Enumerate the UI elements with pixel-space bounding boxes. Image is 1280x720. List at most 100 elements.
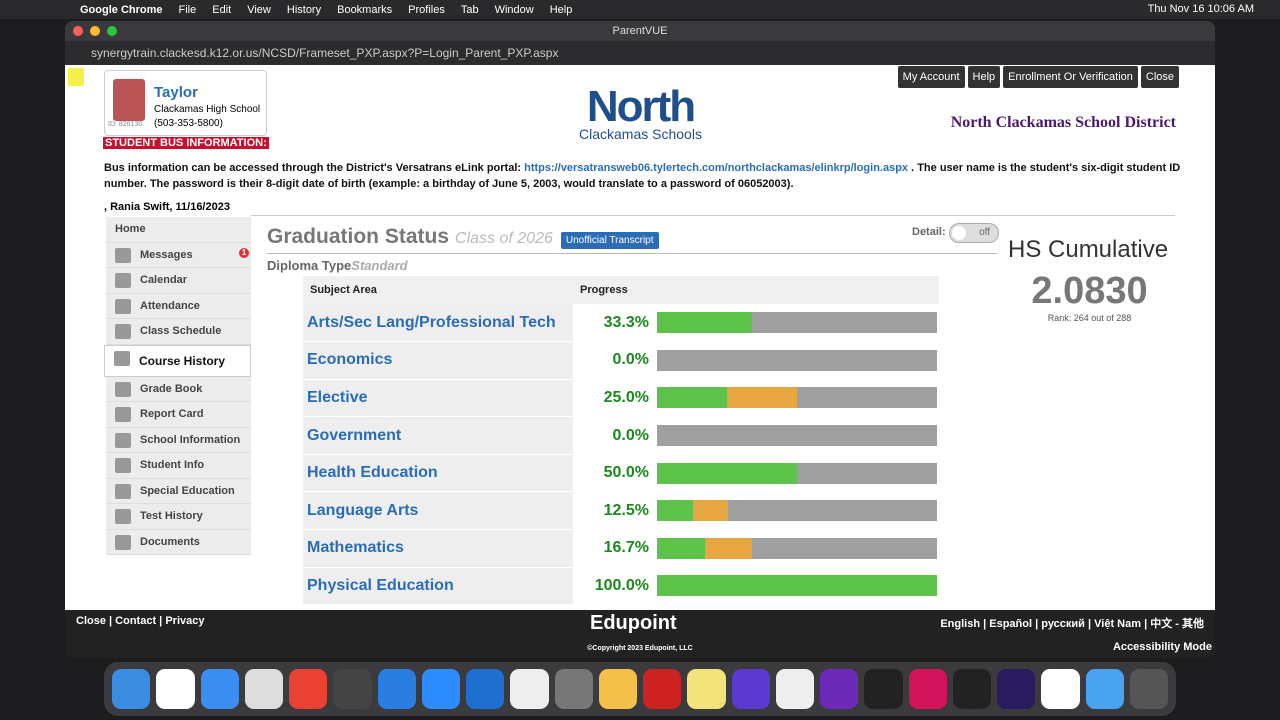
dock-app-icon[interactable] [864, 669, 903, 709]
dock-app-icon[interactable] [554, 669, 593, 709]
menu-window[interactable]: Window [494, 3, 534, 16]
lang-russian[interactable]: русский [1041, 618, 1085, 630]
student-photo [113, 79, 145, 121]
address-bar[interactable]: synergytrain.clackesd.k12.or.us/NCSD/Fra… [65, 41, 1215, 65]
dock-app-icon[interactable] [244, 669, 283, 709]
footer-links: Close | Contact | Privacy [76, 615, 205, 627]
dock-app-icon[interactable] [997, 669, 1036, 709]
menu-file[interactable]: File [178, 3, 197, 16]
dock-app-icon[interactable] [421, 669, 460, 709]
bus-heading: STUDENT BUS INFORMATION: [103, 137, 269, 149]
lang-vietnamese[interactable]: Việt Nam [1094, 618, 1142, 630]
sidebar-item-attendance[interactable]: Attendance [106, 293, 251, 319]
footer-close-link[interactable]: Close [76, 615, 106, 627]
menu-edit[interactable]: Edit [212, 3, 232, 16]
subject-link[interactable]: Government [303, 416, 573, 455]
menu-bookmarks[interactable]: Bookmarks [337, 3, 393, 16]
subject-link[interactable]: Economics [303, 341, 573, 380]
edupoint-logo: Edupoint [590, 612, 677, 634]
close-window-button[interactable] [73, 26, 83, 36]
dock-app-icon[interactable] [775, 669, 814, 709]
dock-app-icon[interactable] [820, 669, 859, 709]
dock-app-icon[interactable] [731, 669, 770, 709]
detail-toggle[interactable]: off [949, 223, 999, 243]
lang-chinese-other[interactable]: 中文 - 其他 [1150, 618, 1204, 630]
copyright: ©Copyright 2023 Edupoint, LLC [587, 645, 693, 652]
progress-table: Subject Area Progress Arts/Sec Lang/Profe… [303, 276, 939, 606]
my-account-button[interactable]: My Account [897, 66, 965, 88]
sidebar-item-class-schedule[interactable]: Class Schedule [106, 319, 251, 345]
menu-tab[interactable]: Tab [460, 3, 479, 16]
lang-espanol[interactable]: Español [989, 618, 1033, 630]
minimize-button[interactable] [90, 26, 100, 36]
macos-menubar: Google Chrome File Edit View History Boo… [0, 0, 1280, 19]
dock-app-icon[interactable] [1085, 669, 1124, 709]
menu-app[interactable]: Google Chrome [80, 3, 163, 16]
dock-app-icon[interactable] [333, 669, 372, 709]
dock-app-icon[interactable] [289, 669, 328, 709]
student-card[interactable]: Taylor Clackamas High School (503-353-58… [104, 70, 267, 136]
progress-percent: 33.3% [573, 304, 657, 343]
footer-privacy-link[interactable]: Privacy [165, 615, 205, 627]
sidebar-item-messages[interactable]: Messages 1 [106, 242, 251, 268]
dock-app-icon[interactable] [908, 669, 947, 709]
dock-app-icon[interactable] [156, 669, 195, 709]
versatrans-link[interactable]: https://versatransweb06.tylertech.com/no… [524, 162, 909, 174]
progress-bar [657, 575, 937, 597]
sidebar-item-calendar[interactable]: Calendar [106, 268, 251, 294]
zoom-button[interactable] [107, 26, 117, 36]
subject-link[interactable]: Elective [303, 379, 573, 418]
sidebar-item-student-info[interactable]: Student Info [106, 453, 251, 479]
dock-app-icon[interactable] [643, 669, 682, 709]
greeting: , Rania Swift, 11/16/2023 [104, 201, 230, 213]
menu-view[interactable]: View [247, 3, 271, 16]
sidebar-item-special-education[interactable]: Special Education [106, 478, 251, 504]
parentvue-page: Taylor Clackamas High School (503-353-58… [65, 65, 1215, 610]
subject-link[interactable]: Mathematics [303, 529, 573, 568]
dock-app-icon[interactable] [466, 669, 505, 709]
sidebar-item-grade-book[interactable]: Grade Book [106, 376, 251, 402]
dock-app-icon[interactable] [112, 669, 151, 709]
dock-app-icon[interactable] [1129, 669, 1168, 709]
messages-badge: 1 [239, 247, 249, 258]
progress-percent: 100.0% [573, 567, 657, 606]
subject-link[interactable]: Language Arts [303, 491, 573, 531]
language-links: English | Español | русский | Việt Nam |… [940, 618, 1204, 630]
dock-app-icon[interactable] [952, 669, 991, 709]
diploma-type: Diploma TypeStandard [267, 258, 408, 273]
menu-help[interactable]: Help [549, 3, 573, 16]
sidebar-item-home[interactable]: Home [106, 217, 251, 243]
menu-profiles[interactable]: Profiles [408, 3, 445, 16]
unofficial-transcript-button[interactable]: Unofficial Transcript [560, 232, 659, 249]
sidebar-item-course-history[interactable]: Course History [104, 344, 251, 377]
dock-app-icon[interactable] [1041, 669, 1080, 709]
help-button[interactable]: Help [967, 66, 1001, 88]
subject-link[interactable]: Health Education [303, 454, 573, 493]
sidebar-item-school-information[interactable]: School Information [106, 427, 251, 453]
dock-app-icon[interactable] [377, 669, 416, 709]
footer-contact-link[interactable]: Contact [115, 615, 157, 627]
subject-link[interactable]: Physical Education [303, 567, 573, 606]
sidebar-item-documents[interactable]: Documents [106, 529, 251, 555]
enrollment-button[interactable]: Enrollment Or Verification [1003, 66, 1138, 88]
clock[interactable]: Thu Nov 16 10:06 AM [1147, 3, 1254, 15]
table-row: Physical Education 100.0% [303, 567, 939, 606]
sidebar-item-report-card[interactable]: Report Card [106, 402, 251, 428]
highlight-marker [68, 68, 84, 86]
dock-app-icon[interactable] [510, 669, 549, 709]
detail-label: Detail: [912, 226, 946, 238]
progress-bar [657, 312, 937, 334]
accessibility-mode-link[interactable]: Accessibility Mode [1112, 641, 1212, 653]
student-school: Clackamas High School [154, 104, 261, 115]
hs-cumulative-title: HS Cumulative [1008, 236, 1169, 263]
dock-app-icon[interactable] [200, 669, 239, 709]
sidebar-item-test-history[interactable]: Test History [106, 504, 251, 530]
window-titlebar: ParentVUE [65, 21, 1215, 41]
dock-app-icon[interactable] [687, 669, 726, 709]
close-button[interactable]: Close [1140, 66, 1179, 88]
progress-percent: 12.5% [573, 491, 657, 531]
subject-link[interactable]: Arts/Sec Lang/Professional Tech [303, 304, 573, 343]
lang-english[interactable]: English [940, 618, 981, 630]
dock-app-icon[interactable] [598, 669, 637, 709]
menu-history[interactable]: History [286, 3, 322, 16]
